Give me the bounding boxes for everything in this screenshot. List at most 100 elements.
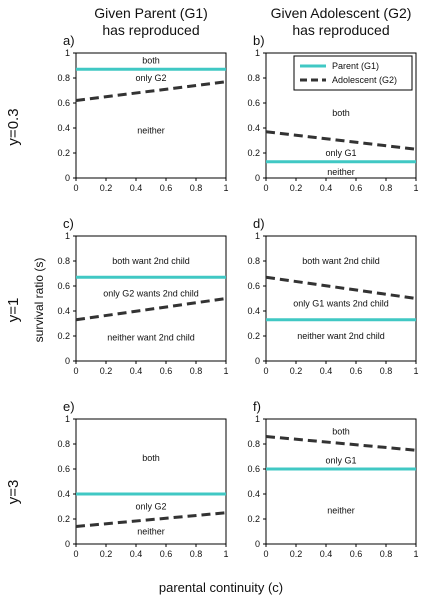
legend-label-parent: Parent (G1) — [332, 61, 379, 71]
y-tick-label: 0.8 — [247, 256, 260, 266]
panel-letter: b) — [253, 33, 265, 48]
shared-y-axis-label: survival ratio (s) — [32, 258, 46, 343]
y-tick-label: 0.2 — [57, 331, 70, 341]
region-label: neither want 2nd child — [297, 331, 385, 341]
region-label: both want 2nd child — [302, 256, 380, 266]
x-tick-label: 0 — [73, 366, 78, 376]
x-tick-label: 0 — [263, 549, 268, 559]
y-tick-label: 0 — [255, 539, 260, 549]
y-tick-label: 1 — [255, 414, 260, 424]
y-tick-label: 0 — [255, 356, 260, 366]
y-tick-label: 1 — [65, 231, 70, 241]
x-tick-label: 0.4 — [130, 183, 143, 193]
adolescent-series-line — [75, 80, 227, 102]
y-tick-label: 1 — [65, 48, 70, 58]
y-tick-label: 0.8 — [57, 439, 70, 449]
region-label: only G2 wants 2nd child — [103, 289, 199, 299]
y-tick-label: 0.2 — [247, 514, 260, 524]
y-tick-label: 0.4 — [247, 123, 260, 133]
x-tick-label: 0.2 — [100, 549, 113, 559]
x-tick-label: 0.8 — [190, 183, 203, 193]
panel-letter: d) — [253, 216, 265, 231]
region-label: both want 2nd child — [112, 256, 190, 266]
x-tick-label: 0.2 — [290, 366, 303, 376]
x-tick-label: 0.2 — [290, 549, 303, 559]
x-tick-label: 0.4 — [320, 366, 333, 376]
legend-label-adolescent: Adolescent (G2) — [332, 75, 397, 85]
panel-letter: c) — [63, 216, 74, 231]
region-label: only G1 wants 2nd child — [293, 299, 389, 309]
y-tick-label: 0.2 — [247, 148, 260, 158]
panel-a: a) 0 0.2 0.4 0.6 0.8 1 0 0.2 0.4 0.6 0.8 1 both only G… — [57, 33, 228, 193]
x-tick-label: 0.6 — [350, 183, 363, 193]
plot-frame — [265, 52, 417, 179]
y-tick-label: 0.6 — [247, 98, 260, 108]
adolescent-series-line — [265, 435, 417, 452]
region-label: both — [142, 453, 160, 463]
x-tick-label: 0.4 — [320, 183, 333, 193]
x-tick-label: 1 — [413, 549, 418, 559]
plot-frame — [75, 418, 227, 545]
y-tick-label: 0.2 — [57, 514, 70, 524]
x-tick-label: 0.6 — [160, 366, 173, 376]
x-tick-label: 0.2 — [100, 366, 113, 376]
x-tick-label: 0.6 — [160, 549, 173, 559]
x-tick-label: 0 — [73, 549, 78, 559]
y-tick-label: 1 — [255, 48, 260, 58]
x-tick-label: 0 — [263, 183, 268, 193]
row-label-3: y=3 — [5, 480, 22, 505]
row-label-2: y=1 — [5, 298, 22, 323]
x-tick-label: 0.6 — [160, 183, 173, 193]
adolescent-series-line — [265, 275, 417, 300]
region-label: neither want 2nd child — [107, 332, 195, 342]
y-tick-label: 0 — [65, 356, 70, 366]
x-tick-label: 0.4 — [130, 366, 143, 376]
y-tick-label: 0.6 — [57, 281, 70, 291]
x-tick-label: 0.4 — [320, 549, 333, 559]
y-tick-label: 0.4 — [57, 306, 70, 316]
plot-frame — [265, 418, 417, 545]
region-label: neither — [327, 167, 355, 177]
plot-frame — [75, 52, 227, 179]
panel-b: b) 0 0.2 0.4 0.6 0.8 1 0 0.2 0.4 0.6 0.8 1 both only G… — [247, 33, 418, 193]
region-label: only G2 — [135, 502, 166, 512]
region-label: both — [332, 108, 350, 118]
region-label: neither — [327, 505, 355, 515]
y-tick-label: 0 — [255, 173, 260, 183]
panel-letter: a) — [63, 33, 75, 48]
region-label: only G1 — [325, 148, 356, 158]
adolescent-series-line — [265, 130, 417, 151]
legend-box — [293, 55, 413, 91]
x-tick-label: 0.8 — [380, 366, 393, 376]
y-tick-label: 0.4 — [57, 489, 70, 499]
plot-frame — [75, 235, 227, 362]
y-tick-label: 0.8 — [247, 73, 260, 83]
y-tick-label: 1 — [65, 414, 70, 424]
y-tick-label: 0.8 — [57, 256, 70, 266]
y-tick-label: 0.6 — [247, 281, 260, 291]
y-tick-label: 0.6 — [247, 464, 260, 474]
x-tick-label: 0.2 — [100, 183, 113, 193]
region-label: both — [142, 56, 160, 66]
column-title-adolescent-line2: has reproduced — [292, 22, 389, 38]
panel-letter: e) — [63, 399, 75, 414]
x-tick-label: 1 — [413, 183, 418, 193]
y-tick-label: 0.4 — [247, 306, 260, 316]
adolescent-series-line — [75, 511, 227, 528]
x-tick-label: 0.8 — [380, 549, 393, 559]
x-tick-label: 0.8 — [190, 366, 203, 376]
x-tick-label: 0.4 — [130, 549, 143, 559]
column-title-parent-line1: Given Parent (G1) — [94, 5, 208, 21]
y-tick-label: 0.4 — [57, 123, 70, 133]
y-tick-label: 1 — [255, 231, 260, 241]
region-label: neither — [137, 126, 165, 136]
column-title-adolescent-line1: Given Adolescent (G2) — [271, 5, 412, 21]
y-tick-label: 0 — [65, 173, 70, 183]
panel-letter: f) — [253, 399, 261, 414]
legend: Parent (G1) Adolescent (G2) — [293, 55, 413, 91]
column-title-parent-line2: has reproduced — [102, 22, 199, 38]
x-tick-label: 1 — [223, 183, 228, 193]
adolescent-series-line — [75, 297, 227, 322]
row-label-1: y=0.3 — [5, 108, 22, 145]
